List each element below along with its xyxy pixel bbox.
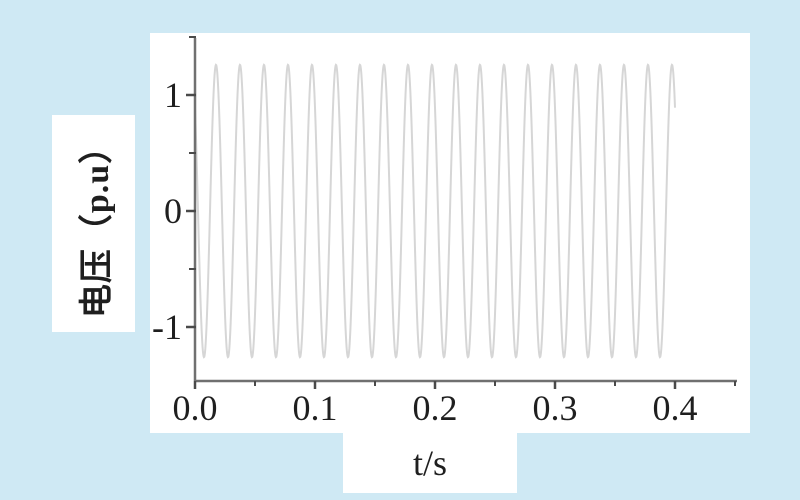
y-tick-label: 1 <box>164 75 182 115</box>
x-tick-label: 0.2 <box>413 388 458 428</box>
x-axis-label: t/s <box>412 443 447 483</box>
y-tick-label: 0 <box>164 191 182 231</box>
ylabel-box: 电压（p.u） <box>52 115 135 332</box>
y-tick-label: -1 <box>152 307 182 347</box>
x-tick-label: 0.3 <box>533 388 578 428</box>
x-tick-label: 0.4 <box>653 388 698 428</box>
x-tick-label: 0.0 <box>173 388 218 428</box>
xlabel-box: t/s <box>343 433 517 493</box>
x-tick-label: 0.1 <box>293 388 338 428</box>
voltage-waveform-line <box>194 63 676 359</box>
